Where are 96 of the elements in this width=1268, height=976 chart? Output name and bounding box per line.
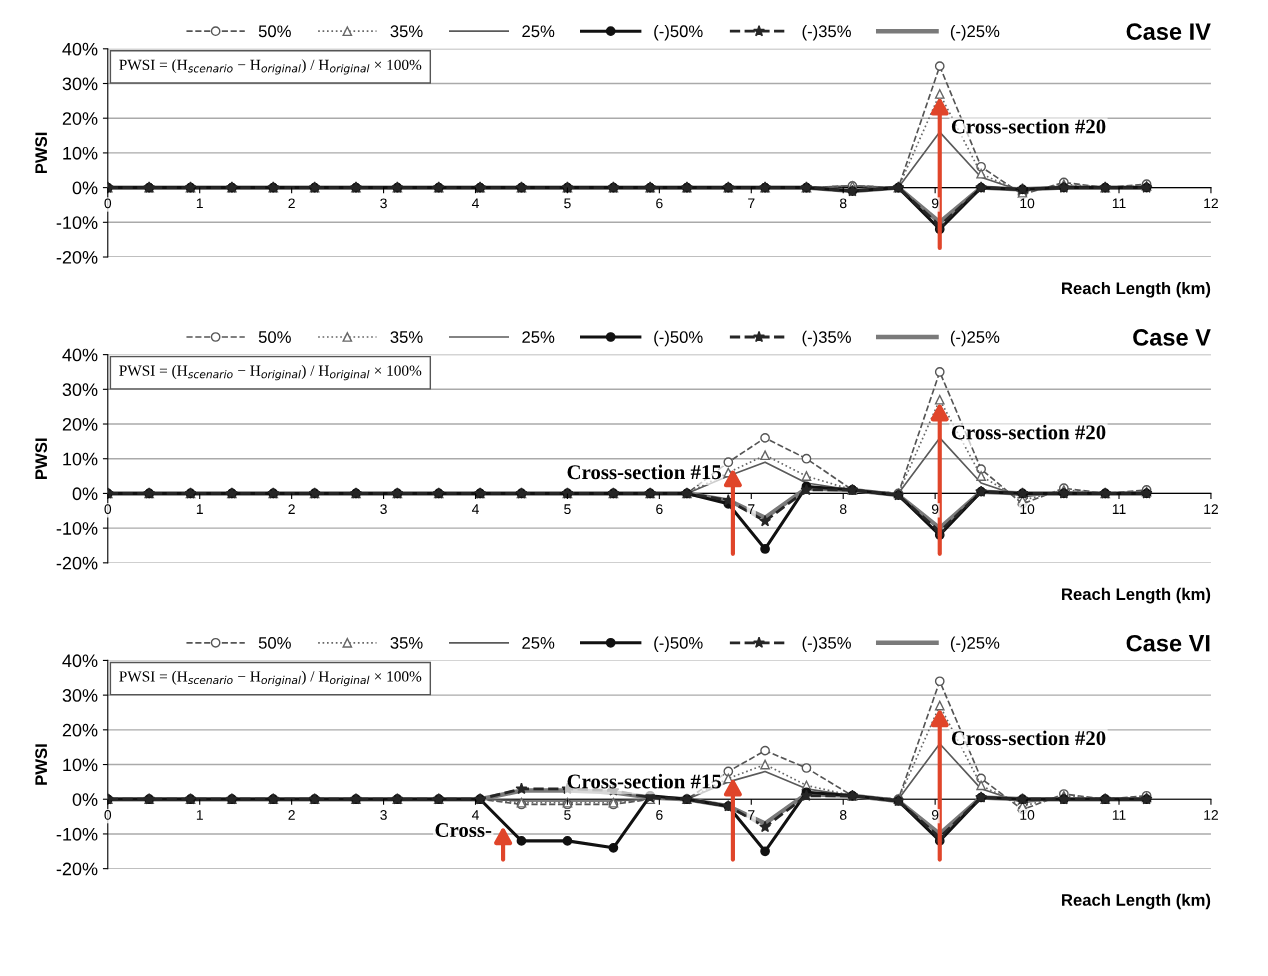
annotation: Cross-section #15 <box>567 773 722 789</box>
x-tick-label: 6 <box>656 198 663 209</box>
y-tick-label: 30% <box>62 77 98 91</box>
x-tick-label: 8 <box>839 810 847 820</box>
y-tick-label: 40% <box>62 348 98 362</box>
x-tick-label: 5 <box>564 504 571 515</box>
y-tick-label: 10% <box>63 452 98 466</box>
x-tick-label: 4 <box>471 504 479 514</box>
y-tick-label: 40% <box>62 42 98 56</box>
y-tick-label: -10% <box>56 522 98 535</box>
legend-label: (-)50% <box>654 636 703 653</box>
annotation: Cross-section #20 <box>951 730 1106 746</box>
legend-label: 25% <box>522 637 555 649</box>
legend-label: (-)35% <box>802 636 851 653</box>
x-tick-label: 3 <box>380 504 387 515</box>
y-tick-label: -10% <box>56 827 98 841</box>
y-tick-label: 10% <box>63 146 98 160</box>
legend-label: (-)35% <box>802 24 851 41</box>
y-tick-label: 20% <box>62 417 98 431</box>
x-tick-label: 5 <box>564 810 571 820</box>
x-tick-label: 9 <box>931 810 939 820</box>
chart-title: Case VI <box>1126 634 1210 652</box>
y-tick-label: 30% <box>62 689 98 702</box>
x-tick-label: 6 <box>656 504 663 515</box>
x-tick-label: 0 <box>104 810 112 820</box>
x-tick-label: 1 <box>196 810 203 820</box>
legend-label: (-)25% <box>950 24 1000 41</box>
y-tick-label: 20% <box>62 112 98 125</box>
x-tick-label: 10 <box>1020 198 1035 209</box>
y-tick-label: -20% <box>56 250 98 264</box>
y-axis-title: PWSI <box>35 744 48 785</box>
annotation: PWSI = (H$_{scenario}$ − H$_{original}$) / H$_{original}$ × 100% <box>119 365 422 381</box>
legend-label: 50% <box>258 637 291 649</box>
x-tick-label: 1 <box>196 198 203 209</box>
y-tick-label: 0% <box>72 487 98 501</box>
y-tick-label: 40% <box>62 654 98 668</box>
x-tick-label: 2 <box>288 198 295 209</box>
y-tick-label: 0% <box>72 181 98 195</box>
x-tick-label: 7 <box>748 504 755 514</box>
x-tick-label: 11 <box>1112 504 1126 514</box>
annotation: Cross-section #20 <box>951 424 1106 440</box>
x-tick-label: 12 <box>1204 504 1218 514</box>
annotation: Cross- <box>435 823 492 838</box>
y-tick-label: 10% <box>63 758 98 772</box>
y-tick-label: -20% <box>56 862 98 876</box>
annotation: PWSI = (H$_{scenario}$ − H$_{original}$) / H$_{original}$ × 100% <box>119 59 422 75</box>
legend-label: 35% <box>390 25 423 38</box>
x-tick-label: 8 <box>839 504 847 515</box>
y-tick-label: -20% <box>56 556 98 570</box>
legend-label: 25% <box>522 25 555 38</box>
x-tick-label: 2 <box>288 810 295 820</box>
legend-label: 35% <box>390 637 423 649</box>
y-tick-label: 30% <box>62 383 98 397</box>
x-tick-label: 1 <box>196 504 203 514</box>
x-tick-label: 0 <box>104 504 112 515</box>
x-tick-label: 5 <box>564 198 571 209</box>
legend-label: 50% <box>258 331 291 343</box>
y-tick-label: 0% <box>72 793 98 806</box>
legend-label: (-)25% <box>950 636 1000 653</box>
x-tick-label: 7 <box>748 810 755 820</box>
legend-label: (-)50% <box>654 24 703 41</box>
y-tick-label: -10% <box>56 216 98 230</box>
x-tick-label: 4 <box>471 198 479 209</box>
x-tick-label: 10 <box>1020 504 1035 515</box>
x-tick-label: 11 <box>1112 810 1126 820</box>
x-tick-label: 9 <box>931 504 939 515</box>
x-tick-label: 0 <box>104 198 112 209</box>
x-tick-label: 3 <box>380 810 387 820</box>
x-tick-label: 9 <box>931 198 939 209</box>
x-tick-label: 12 <box>1204 198 1218 209</box>
x-tick-label: 12 <box>1204 810 1218 820</box>
y-axis-title: PWSI <box>35 438 48 479</box>
x-axis-title: Reach Length (km) <box>1062 893 1211 910</box>
x-tick-label: 10 <box>1020 810 1035 820</box>
legend-label: (-)50% <box>654 330 703 347</box>
legend-label: 35% <box>390 331 423 343</box>
legend-label: 25% <box>522 331 555 343</box>
annotation: PWSI = (H$_{scenario}$ − H$_{original}$) / H$_{original}$ × 100% <box>119 670 422 687</box>
x-tick-label: 8 <box>839 198 847 209</box>
x-axis-title: Reach Length (km) <box>1062 282 1211 298</box>
x-axis-title: Reach Length (km) <box>1062 587 1211 604</box>
legend-label: (-)35% <box>802 330 851 347</box>
y-axis-title: PWSI <box>35 132 48 174</box>
legend-label: (-)25% <box>950 330 1000 347</box>
annotation: Cross-section #15 <box>567 464 722 480</box>
y-tick-label: 20% <box>62 723 98 737</box>
x-tick-label: 2 <box>288 504 295 514</box>
legend-label: 50% <box>258 25 291 38</box>
x-tick-label: 7 <box>748 198 755 209</box>
x-tick-label: 3 <box>380 198 387 209</box>
x-tick-label: 11 <box>1112 198 1126 209</box>
x-tick-label: 6 <box>656 810 663 820</box>
chart-title: Case IV <box>1126 23 1211 40</box>
chart-title: Case V <box>1133 329 1211 346</box>
annotation: Cross-section #20 <box>951 118 1106 134</box>
x-tick-label: 4 <box>471 810 479 820</box>
